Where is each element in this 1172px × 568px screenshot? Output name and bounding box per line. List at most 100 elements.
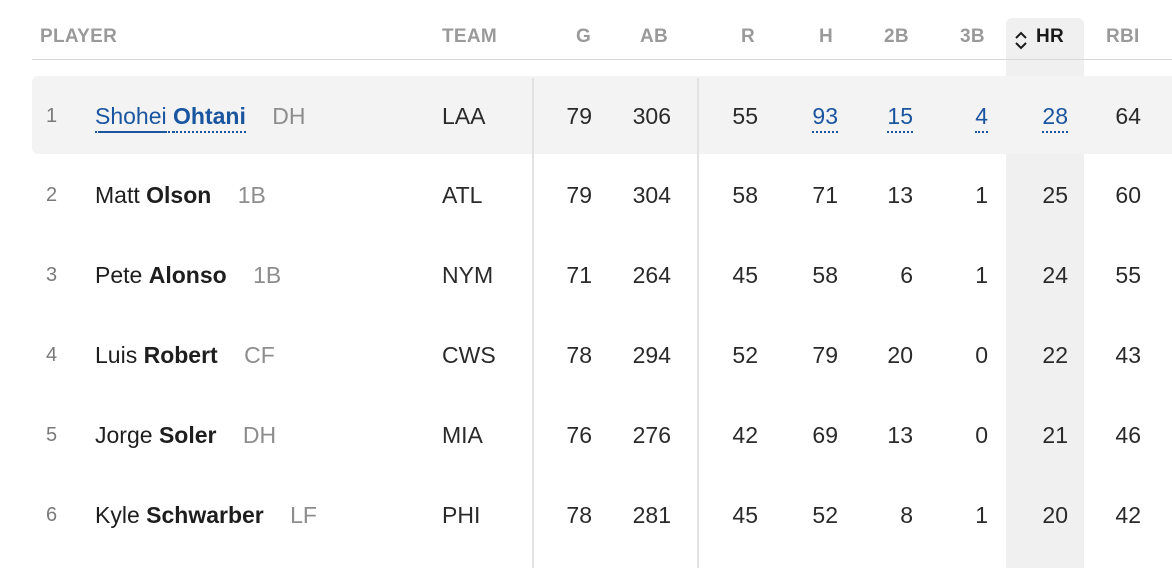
stat-rbi: 42 xyxy=(1115,502,1141,528)
stat-3b: 1 xyxy=(975,262,988,288)
col-header-3b[interactable]: 3B xyxy=(960,26,985,47)
player-position: DH xyxy=(242,422,277,448)
stat-hr: 21 xyxy=(1042,422,1068,448)
stat-2b: 20 xyxy=(887,342,913,368)
stat-g: 78 xyxy=(566,342,592,368)
stat-g: 79 xyxy=(566,182,592,208)
team-abbr[interactable]: CWS xyxy=(442,342,496,368)
rank: 3 xyxy=(46,264,58,286)
table-row: 5 Jorge Soler DH MIA 76 276 42 69 13 0 2… xyxy=(0,395,1172,475)
stat-rbi: 46 xyxy=(1115,422,1141,448)
team-abbr[interactable]: LAA xyxy=(442,103,486,129)
stat-r: 52 xyxy=(732,342,758,368)
stat-ab: 276 xyxy=(632,422,671,448)
stat-h: 58 xyxy=(812,262,838,288)
stat-h: 79 xyxy=(812,342,838,368)
stat-h: 69 xyxy=(812,422,838,448)
stat-rbi: 60 xyxy=(1115,182,1141,208)
col-header-rbi[interactable]: RBI xyxy=(1106,26,1140,47)
player-first-name: Shohei xyxy=(95,103,167,133)
col-header-hr[interactable]: HR xyxy=(1036,26,1065,47)
team-abbr[interactable]: ATL xyxy=(442,182,483,208)
player-position: 1B xyxy=(253,262,282,288)
stat-hr: 24 xyxy=(1042,262,1068,288)
player-name-link[interactable]: Shohei Ohtani DH xyxy=(95,76,305,156)
stat-r: 58 xyxy=(732,182,758,208)
player-first-name: Jorge xyxy=(95,422,153,448)
table-row: 6 Kyle Schwarber LF PHI 78 281 45 52 8 1… xyxy=(0,475,1172,555)
stat-ab: 304 xyxy=(632,182,671,208)
player-first-name: Luis xyxy=(95,342,138,368)
stat-2b[interactable]: 15 xyxy=(865,76,913,156)
stat-2b: 13 xyxy=(887,422,913,448)
stat-ab: 294 xyxy=(632,342,671,368)
col-header-2b[interactable]: 2B xyxy=(884,26,909,47)
col-header-h[interactable]: H xyxy=(819,26,834,47)
stat-h: 71 xyxy=(812,182,838,208)
player-position: DH xyxy=(272,103,306,129)
table-row: 4 Luis Robert CF CWS 78 294 52 79 20 0 2… xyxy=(0,315,1172,395)
table-row: 3 Pete Alonso 1B NYM 71 264 45 58 6 1 24… xyxy=(0,235,1172,315)
player-position: LF xyxy=(290,502,317,528)
stat-rbi: 64 xyxy=(1115,103,1141,129)
stat-g: 78 xyxy=(566,502,592,528)
rank: 2 xyxy=(46,184,58,206)
team-abbr[interactable]: PHI xyxy=(442,502,481,528)
player-position: 1B xyxy=(237,182,266,208)
player-name[interactable]: Jorge Soler DH xyxy=(95,395,276,475)
header-divider xyxy=(32,59,1172,60)
stat-g: 76 xyxy=(566,422,592,448)
stat-ab: 281 xyxy=(632,502,671,528)
player-name[interactable]: Kyle Schwarber LF xyxy=(95,475,317,555)
stat-g: 79 xyxy=(566,103,592,129)
rank: 1 xyxy=(46,105,58,127)
rank: 4 xyxy=(46,344,58,366)
col-header-ab[interactable]: AB xyxy=(640,26,669,47)
col-header-r[interactable]: R xyxy=(741,26,756,47)
col-header-player[interactable]: PLAYER xyxy=(40,26,118,47)
stat-3b: 1 xyxy=(975,182,988,208)
column-divider xyxy=(697,78,699,568)
column-divider xyxy=(532,78,534,568)
sort-updown-icon[interactable] xyxy=(1013,27,1029,53)
stat-r: 55 xyxy=(732,103,758,129)
player-first-name: Pete xyxy=(95,262,143,288)
table-row: 2 Matt Olson 1B ATL 79 304 58 71 13 1 25… xyxy=(0,155,1172,235)
stat-r: 45 xyxy=(732,262,758,288)
stat-2b: 13 xyxy=(887,182,913,208)
player-last-name: Robert xyxy=(143,342,218,368)
player-last-name: Soler xyxy=(158,422,217,448)
player-name[interactable]: Luis Robert CF xyxy=(95,315,275,395)
stat-rbi: 55 xyxy=(1115,262,1141,288)
stat-r: 42 xyxy=(732,422,758,448)
stat-h: 52 xyxy=(812,502,838,528)
player-last-name: Alonso xyxy=(148,262,227,288)
stat-3b: 0 xyxy=(975,422,988,448)
stat-rbi: 43 xyxy=(1115,342,1141,368)
player-first-name: Matt xyxy=(95,182,140,208)
stat-hr: 25 xyxy=(1042,182,1068,208)
stat-ab: 306 xyxy=(632,103,671,129)
row-highlight xyxy=(32,76,1172,154)
team-abbr[interactable]: NYM xyxy=(442,262,494,288)
player-last-name: Schwarber xyxy=(146,502,264,528)
stat-3b: 1 xyxy=(975,502,988,528)
table-header: PLAYER TEAM G AB R H 2B 3B HR RBI xyxy=(0,0,1172,60)
rank: 5 xyxy=(46,424,58,446)
rank: 6 xyxy=(46,504,58,526)
stat-hr: 20 xyxy=(1042,502,1068,528)
player-position: CF xyxy=(244,342,275,368)
stat-2b: 8 xyxy=(900,502,913,528)
stat-3b: 0 xyxy=(975,342,988,368)
team-abbr[interactable]: MIA xyxy=(442,422,483,448)
col-header-team[interactable]: TEAM xyxy=(442,26,498,47)
stat-hr[interactable]: 28 xyxy=(1018,76,1068,156)
stat-h[interactable]: 93 xyxy=(790,76,838,156)
stat-2b: 6 xyxy=(900,262,913,288)
player-name[interactable]: Matt Olson 1B xyxy=(95,155,266,235)
table-row: 1 Shohei Ohtani DH LAA 79 306 55 93 15 4… xyxy=(0,76,1172,156)
col-header-g[interactable]: G xyxy=(576,26,592,47)
stat-3b[interactable]: 4 xyxy=(940,76,988,156)
player-name[interactable]: Pete Alonso 1B xyxy=(95,235,281,315)
